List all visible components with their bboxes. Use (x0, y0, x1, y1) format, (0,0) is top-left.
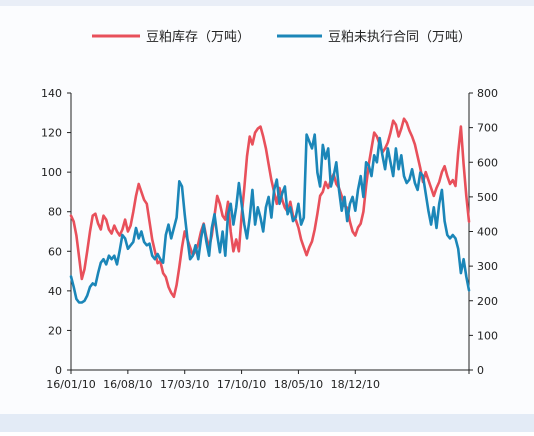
legend-label: 豆粕未执行合同（万吨） (328, 30, 471, 45)
left-tick-label: 100 (41, 166, 62, 179)
right-tick-label: 800 (477, 87, 498, 100)
x-tick-label: 16/08/10 (103, 378, 152, 391)
bottom-border (0, 414, 534, 432)
axes: 0 20 40 60 80 100 120 140 0 100 200 300 400 500 600 700… (41, 87, 498, 391)
series-line-inventory (69, 117, 471, 299)
left-tick-label: 20 (48, 324, 62, 337)
legend: 豆粕库存（万吨） 豆粕未执行合同（万吨） (92, 29, 471, 45)
x-tick-label: 18/12/10 (331, 378, 380, 391)
series-line-unexecuted-contracts (69, 133, 471, 304)
left-tick-label: 0 (55, 364, 62, 377)
left-tick-label: 80 (48, 206, 62, 219)
right-tick-label: 0 (477, 364, 484, 377)
right-tick-label: 200 (477, 295, 498, 308)
left-tick-label: 140 (41, 87, 62, 100)
series-lines (69, 117, 471, 304)
left-tick-label: 40 (48, 285, 62, 298)
right-tick-label: 600 (477, 156, 498, 169)
legend-label: 豆粕库存（万吨） (146, 29, 250, 45)
top-border (0, 0, 534, 6)
right-tick-label: 700 (477, 122, 498, 135)
right-tick-label: 400 (477, 226, 498, 239)
x-tick-label: 17/10/10 (217, 378, 266, 391)
right-tick-label: 300 (477, 260, 498, 273)
left-tick-label: 60 (48, 245, 62, 258)
x-tick-label: 17/03/10 (160, 378, 209, 391)
right-tick-label: 100 (477, 329, 498, 342)
x-tick-label: 18/05/10 (274, 378, 323, 391)
x-tick-label: 16/01/10 (46, 378, 95, 391)
right-tick-label: 500 (477, 191, 498, 204)
left-tick-label: 120 (41, 127, 62, 140)
